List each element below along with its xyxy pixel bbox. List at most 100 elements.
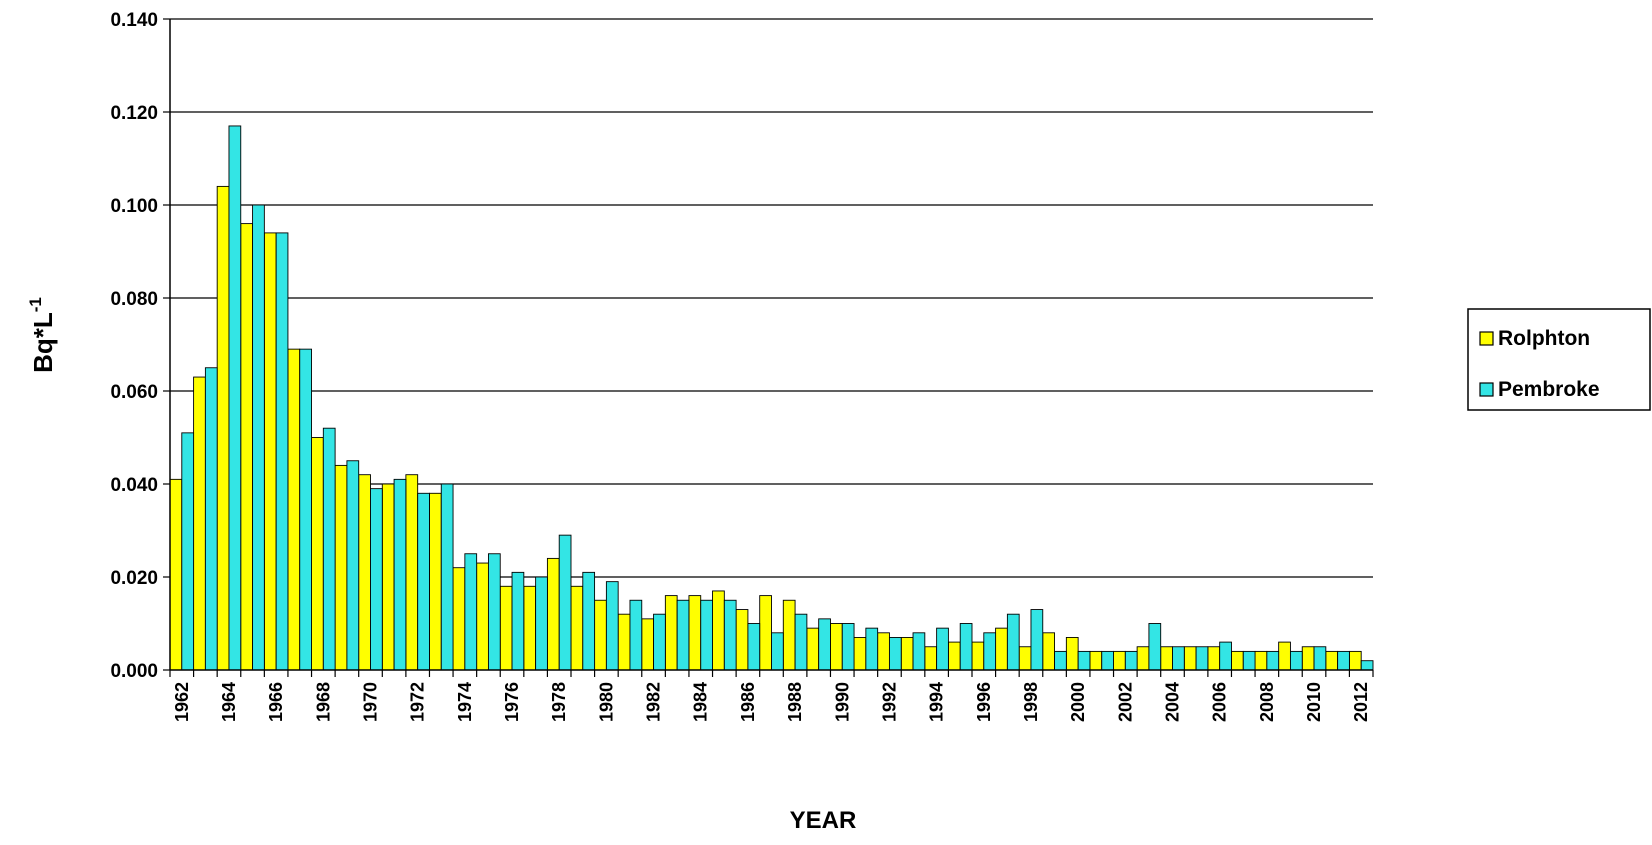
bar-rolphton-1962 — [169, 478, 183, 671]
x-tick-label: 2004 — [1163, 682, 1183, 722]
bar-rolphton-1980 — [594, 599, 607, 671]
legend-label-pembroke: Pembroke — [1498, 378, 1600, 401]
bar-rolphton-1984 — [688, 595, 702, 671]
bar-pembroke-1998 — [1030, 609, 1044, 671]
bar-rolphton-1981 — [617, 613, 631, 671]
x-tick-label: 1972 — [408, 682, 428, 722]
x-axis-label: YEAR — [790, 807, 857, 834]
bar-rolphton-1963 — [193, 376, 206, 671]
bar-rolphton-1996 — [971, 641, 985, 671]
bar-pembroke-1985 — [723, 599, 737, 671]
x-tick-label: 1990 — [832, 682, 852, 722]
bar-pembroke-1965 — [252, 204, 265, 671]
y-tick-label: 0.040 — [110, 475, 158, 496]
bar-rolphton-2003 — [1136, 646, 1150, 671]
bar-rolphton-1999 — [1042, 632, 1056, 671]
bar-rolphton-2000 — [1065, 637, 1079, 671]
bar-rolphton-2010 — [1301, 646, 1315, 671]
bar-pembroke-1966 — [275, 232, 289, 671]
bar-pembroke-1983 — [676, 599, 690, 671]
bar-pembroke-2002 — [1124, 650, 1138, 671]
bar-rolphton-1978 — [546, 557, 560, 671]
x-tick-label: 1996 — [974, 682, 994, 722]
bar-pembroke-2012 — [1360, 660, 1374, 671]
bar-pembroke-1969 — [346, 460, 360, 671]
bar-rolphton-1987 — [759, 595, 772, 671]
x-tick-label: 1968 — [313, 682, 333, 722]
bar-rolphton-2006 — [1207, 646, 1221, 671]
x-tick-label: 1962 — [172, 682, 192, 722]
y-tick-label: 0.000 — [110, 661, 158, 682]
bar-pembroke-2001 — [1101, 650, 1114, 671]
bar-pembroke-1981 — [629, 599, 643, 671]
bar-pembroke-2006 — [1219, 641, 1232, 671]
bar-pembroke-2003 — [1148, 623, 1162, 671]
bar-rolphton-2012 — [1348, 650, 1362, 671]
bar-pembroke-1975 — [487, 553, 501, 671]
bar-rolphton-2008 — [1254, 650, 1268, 671]
bar-pembroke-1991 — [865, 627, 879, 671]
bar-pembroke-1971 — [393, 478, 407, 671]
bar-rolphton-1993 — [900, 637, 914, 671]
bar-pembroke-2004 — [1172, 646, 1185, 671]
y-tick-label: 0.060 — [110, 382, 158, 403]
y-tick-label: 0.080 — [110, 289, 158, 310]
x-tick-label: 1976 — [502, 682, 522, 722]
x-tick-label: 1964 — [219, 682, 239, 722]
bar-rolphton-1974 — [452, 567, 466, 671]
y-tick-label: 0.120 — [110, 103, 158, 124]
bar-pembroke-1979 — [582, 571, 596, 671]
bar-pembroke-1973 — [440, 483, 454, 671]
bar-rolphton-1997 — [995, 627, 1008, 671]
bar-pembroke-1980 — [605, 581, 619, 671]
bar-rolphton-2011 — [1325, 650, 1339, 671]
bar-pembroke-1989 — [818, 618, 831, 671]
bar-rolphton-1973 — [429, 492, 442, 671]
bar-pembroke-1992 — [888, 637, 902, 671]
y-axis-label: Bq*L-1 — [26, 297, 58, 373]
bar-pembroke-1974 — [464, 553, 478, 671]
legend: Rolphton Pembroke — [1467, 308, 1651, 411]
bar-rolphton-2002 — [1113, 650, 1126, 671]
bar-pembroke-1976 — [511, 571, 525, 671]
x-axis-ticks: 1962 1964 1966 1968 1970 1972 1974 1976 1978 1980… — [169, 670, 1374, 722]
x-tick-label: 1994 — [927, 682, 947, 722]
bar-rolphton-1972 — [405, 474, 419, 671]
axes — [169, 19, 1373, 671]
bar-rolphton-2007 — [1231, 650, 1244, 671]
bar-pembroke-1963 — [204, 367, 218, 671]
bar-pembroke-1996 — [983, 632, 997, 671]
bar-rolphton-1983 — [664, 595, 678, 671]
x-tick-label: 2010 — [1304, 682, 1324, 722]
bar-rolphton-1975 — [476, 562, 489, 671]
x-tick-label: 2002 — [1115, 682, 1135, 722]
x-tick-label: 1988 — [785, 682, 805, 722]
legend-frame — [1467, 308, 1651, 411]
x-tick-label: 1982 — [644, 682, 664, 722]
bar-pembroke-1988 — [794, 613, 808, 671]
bar-pembroke-2009 — [1289, 650, 1303, 671]
bar-pembroke-1982 — [653, 613, 666, 671]
bar-pembroke-2008 — [1266, 650, 1280, 671]
bar-pembroke-1984 — [700, 599, 713, 671]
x-tick-label: 1986 — [738, 682, 758, 722]
bar-pembroke-1964 — [228, 125, 242, 671]
x-tick-label: 2012 — [1351, 682, 1371, 722]
bar-rolphton-2009 — [1278, 641, 1291, 671]
legend-label-rolphton: Rolphton — [1498, 327, 1590, 350]
bar-pembroke-2000 — [1077, 650, 1091, 671]
bar-pembroke-1972 — [417, 492, 430, 671]
bar-rolphton-1977 — [523, 585, 537, 671]
bar-pembroke-1978 — [558, 534, 572, 671]
legend-swatch-pembroke — [1479, 382, 1494, 397]
bar-rolphton-1989 — [806, 627, 820, 671]
bar-rolphton-2001 — [1089, 650, 1103, 671]
bar-rolphton-1968 — [311, 437, 324, 671]
y-axis-ticks: 0.000 0.020 0.040 0.060 0.080 0.100 0.120 0.140 — [110, 10, 170, 682]
bar-pembroke-1999 — [1054, 650, 1067, 671]
bar-pembroke-1970 — [370, 488, 383, 671]
bar-rolphton-1970 — [358, 474, 371, 671]
bar-pembroke-1962 — [181, 432, 195, 671]
